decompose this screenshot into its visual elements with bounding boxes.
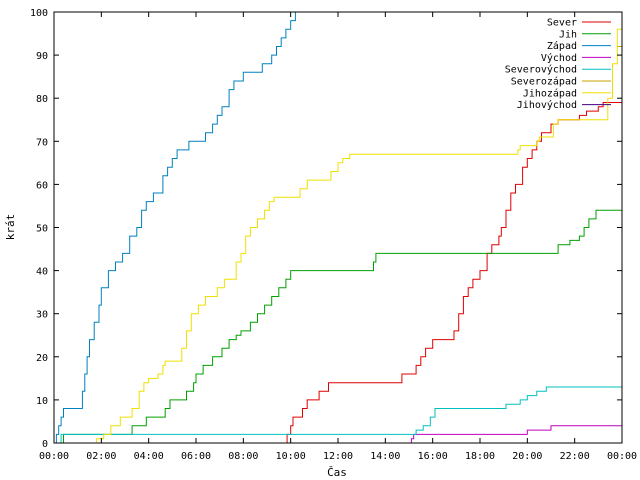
x-tick-label: 10:00 bbox=[276, 451, 306, 462]
legend-label-zapad: Západ bbox=[547, 40, 577, 52]
series-line-severovychod bbox=[58, 386, 622, 444]
legend-label-severovychod: Severovýchod bbox=[505, 64, 577, 76]
x-tick-label: 06:00 bbox=[181, 451, 211, 462]
series-layer bbox=[54, 12, 623, 444]
x-tick-label: 12:00 bbox=[323, 451, 353, 462]
y-tick-label: 40 bbox=[36, 267, 48, 278]
y-tick-label: 0 bbox=[42, 439, 48, 450]
x-tick-label: 22:00 bbox=[560, 451, 590, 462]
x-tick-label: 08:00 bbox=[228, 451, 258, 462]
x-tick-label: 00:00 bbox=[607, 451, 637, 462]
series-line-sever bbox=[285, 102, 622, 444]
legend-label-vychod: Východ bbox=[541, 52, 577, 64]
y-tick-label: 10 bbox=[36, 396, 48, 407]
legend: SeverJihZápadVýchodSeverovýchodSeverozáp… bbox=[505, 18, 611, 111]
y-tick-label: 90 bbox=[36, 51, 48, 62]
y-tick-label: 70 bbox=[36, 137, 48, 148]
y-tick-label: 30 bbox=[36, 310, 48, 321]
x-tick-label: 20:00 bbox=[512, 451, 542, 462]
legend-label-jihovychod: Jihovýchod bbox=[517, 99, 577, 111]
x-tick-label: 16:00 bbox=[418, 451, 448, 462]
series-line-jih bbox=[61, 209, 622, 444]
y-tick-label: 20 bbox=[36, 353, 48, 364]
x-tick-label: 18:00 bbox=[465, 451, 495, 462]
y-axis-label: krát bbox=[4, 214, 17, 241]
x-tick-label: 00:00 bbox=[39, 451, 69, 462]
x-tick-label: 14:00 bbox=[370, 451, 400, 462]
y-tick-label: 50 bbox=[36, 224, 48, 235]
x-axis-label: Čas bbox=[327, 466, 347, 479]
x-tick-label: 02:00 bbox=[86, 451, 116, 462]
y-tick-label: 100 bbox=[30, 8, 48, 19]
y-tick-label: 80 bbox=[36, 94, 48, 105]
series-line-jihozapad bbox=[94, 12, 623, 444]
legend-label-sever: Sever bbox=[547, 18, 577, 29]
ticks-layer: 00:00 02:00 04:00 06:00 08:00 10:00 12:00 14:00… bbox=[30, 8, 637, 462]
legend-label-jihozapad: Jihozápad bbox=[523, 87, 577, 99]
x-tick-label: 04:00 bbox=[134, 451, 164, 462]
legend-label-jih: Jih bbox=[559, 29, 577, 40]
series-line-vychod bbox=[409, 425, 622, 444]
y-tick-label: 60 bbox=[36, 180, 48, 191]
series-line-zapad bbox=[54, 12, 296, 444]
legend-label-severozapad: Severozápad bbox=[511, 76, 577, 88]
